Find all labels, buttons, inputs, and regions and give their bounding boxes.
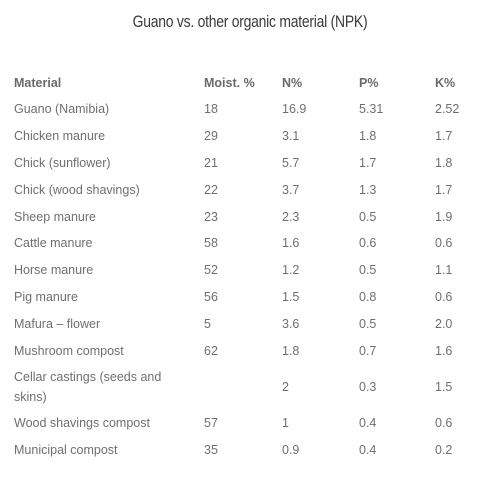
cell-moisture: 57 [204,416,218,431]
table-row: Chick (wood shavings) 22 3.7 1.3 1.7 [7,176,493,203]
cell-moisture [197,364,275,410]
table-row: Mafura – flower 5 3.6 0.5 2.0 [7,310,493,337]
table-row: Sheep manure 23 2.3 0.5 1.9 [7,203,493,230]
cell-phosphorus: 0.3 [359,379,377,394]
page-title: Guano vs. other organic material (NPK) [132,12,368,31]
cell-nitrogen: 3.6 [282,316,300,331]
cell-moisture: 58 [204,236,218,251]
cell-phosphorus: 5.31 [359,102,384,117]
cell-potassium: 0.6 [435,289,453,304]
cell-nitrogen: 0.9 [282,443,300,458]
table-row: Wood shavings compost 57 1 0.4 0.6 [7,410,493,437]
cell-potassium: 0.2 [435,443,453,458]
header-material: Material [14,76,62,90]
table-row: Horse manure 52 1.2 0.5 1.1 [7,257,493,284]
cell-phosphorus: 0.8 [359,289,377,304]
cell-material: Municipal compost [14,443,118,458]
cell-moisture: 56 [204,289,218,304]
cell-moisture: 5 [204,316,211,331]
cell-phosphorus: 0.5 [359,263,377,278]
cell-potassium: 1.6 [435,343,453,358]
table-row: Cattle manure 58 1.6 0.6 0.6 [7,230,493,257]
cell-nitrogen: 1 [282,416,289,431]
cell-potassium: 2.52 [435,102,460,117]
cell-material: Chick (wood shavings) [14,182,140,197]
cell-material: Cellar castings (seeds and skins) [14,369,162,404]
cell-material: Guano (Namibia) [14,102,110,117]
cell-phosphorus: 0.7 [359,343,377,358]
cell-potassium: 1.5 [435,379,453,394]
cell-potassium: 1.8 [435,155,453,170]
cell-moisture: 29 [204,129,218,144]
table-row: Pig manure 56 1.5 0.8 0.6 [7,284,493,311]
table-body: Guano (Namibia) 18 16.9 5.31 2.52 Chicke… [7,96,493,464]
table-row: Chick (sunflower) 21 5.7 1.7 1.8 [7,150,493,177]
cell-material: Sheep manure [14,209,97,224]
cell-nitrogen: 2.3 [282,209,300,224]
header-moisture: Moist. % [204,76,255,90]
table-row: Municipal compost 35 0.9 0.4 0.2 [7,437,493,464]
cell-potassium: 2.0 [435,316,453,331]
cell-nitrogen: 3.1 [282,129,300,144]
cell-phosphorus: 0.4 [359,416,377,431]
cell-phosphorus: 0.5 [359,316,377,331]
header-potassium: K% [435,76,456,90]
cell-material: Mafura – flower [14,316,101,331]
cell-nitrogen: 1.2 [282,263,300,278]
cell-nitrogen: 1.6 [282,236,300,251]
cell-potassium: 1.9 [435,209,453,224]
cell-moisture: 18 [204,102,218,117]
cell-material: Wood shavings compost [14,416,150,431]
table-header: Material Moist. % N% P% K% [7,70,493,96]
cell-potassium: 1.1 [435,263,453,278]
cell-material: Horse manure [14,263,94,278]
cell-phosphorus: 1.7 [359,155,377,170]
cell-nitrogen: 1.5 [282,289,300,304]
cell-material: Mushroom compost [14,343,124,358]
header-row: Material Moist. % N% P% K% [7,70,493,96]
cell-moisture: 21 [204,155,218,170]
cell-moisture: 23 [204,209,218,224]
header-phosphorus: P% [359,76,379,90]
table-row: Guano (Namibia) 18 16.9 5.31 2.52 [7,96,493,123]
cell-phosphorus: 0.5 [359,209,377,224]
table-row: Mushroom compost 62 1.8 0.7 1.6 [7,337,493,364]
npk-table: Material Moist. % N% P% K% Guano (Namibi… [7,70,493,464]
cell-material: Chick (sunflower) [14,155,111,170]
cell-nitrogen: 1.8 [282,343,300,358]
cell-moisture: 22 [204,182,218,197]
cell-phosphorus: 1.3 [359,182,377,197]
cell-potassium: 0.6 [435,416,453,431]
cell-potassium: 1.7 [435,129,453,144]
cell-potassium: 0.6 [435,236,453,251]
cell-nitrogen: 5.7 [282,155,300,170]
cell-material: Cattle manure [14,236,93,251]
cell-material: Pig manure [14,289,78,304]
cell-nitrogen: 16.9 [282,102,307,117]
table-row: Cellar castings (seeds and skins) 2 0.3 … [7,364,493,410]
cell-nitrogen: 2 [282,379,289,394]
table-row: Chicken manure 29 3.1 1.8 1.7 [7,123,493,150]
cell-nitrogen: 3.7 [282,182,300,197]
cell-phosphorus: 0.4 [359,443,377,458]
cell-moisture: 52 [204,263,218,278]
cell-phosphorus: 1.8 [359,129,377,144]
cell-moisture: 62 [204,343,218,358]
header-nitrogen: N% [282,76,303,90]
cell-moisture: 35 [204,443,218,458]
cell-material: Chicken manure [14,129,106,144]
cell-potassium: 1.7 [435,182,453,197]
cell-phosphorus: 0.6 [359,236,377,251]
